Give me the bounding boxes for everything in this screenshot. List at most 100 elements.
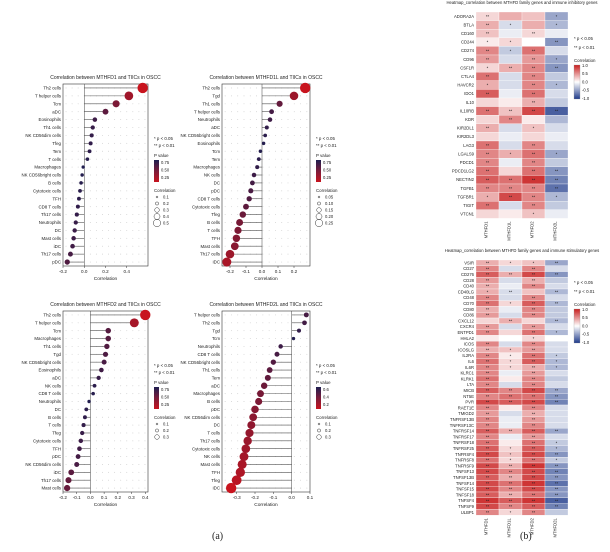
grid-dot — [300, 408, 302, 410]
row-label: ENTPD1 — [457, 330, 474, 335]
grid-dot — [144, 408, 146, 410]
grid-dot — [65, 198, 67, 200]
grid-dot — [132, 401, 134, 402]
grid-dot — [132, 385, 134, 387]
grid-dot — [300, 127, 302, 128]
grid-dot — [306, 245, 308, 247]
grid-dot — [293, 345, 295, 347]
grid-dot — [230, 424, 232, 426]
grid-dot — [138, 198, 140, 200]
grid-dot — [132, 190, 134, 192]
grid-dot — [256, 330, 258, 332]
grid-dot — [256, 353, 258, 355]
grid-dot — [138, 416, 140, 418]
grid-dot — [126, 330, 128, 332]
grid-dot — [144, 182, 146, 184]
lollipop-point — [78, 438, 84, 444]
significance-stars: ** — [555, 394, 559, 399]
grid-dot — [65, 408, 67, 410]
heatmap-cell — [544, 89, 569, 99]
grid-dot — [102, 401, 103, 402]
lollipop-point — [296, 328, 302, 333]
significance-stars: ** — [486, 469, 490, 474]
grid-dot — [224, 111, 226, 113]
grid-dot — [281, 158, 283, 160]
significance-stars: ** — [486, 126, 490, 131]
colorbar-tick: 0.0 — [582, 323, 588, 328]
row-label: RAET1E — [458, 405, 474, 410]
grid-dot — [95, 253, 97, 255]
grid-dot — [77, 95, 79, 97]
grid-dot — [120, 127, 122, 128]
grid-dot — [249, 369, 251, 371]
category-label: Cytotoxic cells — [33, 438, 62, 443]
heatmap-cell — [544, 335, 569, 342]
grid-dot — [249, 142, 251, 144]
significance-stars: ** — [532, 330, 536, 335]
row-label: KIR2DL3 — [457, 134, 475, 139]
heatmap-cell — [544, 370, 569, 377]
significance-stars: * — [510, 458, 512, 463]
size-legend-circle — [155, 201, 159, 206]
grid-dot — [71, 345, 73, 347]
grid-dot — [89, 206, 91, 208]
significance-stars: ** — [486, 371, 490, 376]
grid-dot — [144, 369, 146, 371]
grid-dot — [83, 369, 85, 371]
row-label: TNFSF13 — [456, 469, 475, 474]
grid-dot — [77, 150, 79, 152]
size-legend-label: 0.2 — [325, 428, 331, 433]
heatmap-cell — [544, 158, 569, 167]
grid-dot — [126, 190, 128, 192]
category-label: Tcm — [212, 149, 220, 154]
grid-dot — [120, 440, 122, 442]
grid-dot — [77, 87, 79, 89]
size-legend-circle — [153, 213, 161, 220]
grid-dot — [249, 174, 251, 176]
grid-dot — [77, 401, 79, 402]
grid-dot — [132, 150, 134, 152]
significance-stars: ** — [486, 394, 490, 399]
grid-dot — [132, 432, 134, 434]
grid-dot — [224, 87, 226, 89]
heatmap-cell — [498, 381, 523, 388]
grid-dot — [230, 456, 232, 458]
heatmap-cell — [498, 54, 523, 64]
grid-dot — [293, 487, 295, 489]
significance-stars: ** — [486, 91, 490, 96]
legend-sig-1: * p < 0.05 — [316, 363, 335, 368]
grid-dot — [306, 385, 308, 387]
row-label: IL10 — [466, 100, 475, 105]
grid-dot — [65, 158, 67, 160]
significance-stars: ** — [486, 278, 490, 283]
grid-dot — [114, 134, 116, 136]
grid-dot — [65, 401, 67, 402]
size-legend-label: 0.1 — [325, 422, 331, 427]
grid-dot — [249, 345, 251, 347]
category-label: Mast cells — [200, 462, 220, 467]
row-label: BTLA — [464, 22, 475, 27]
grid-dot — [120, 353, 122, 355]
grid-dot — [65, 103, 67, 105]
grid-dot — [126, 440, 128, 442]
colorbar-tick: -1.0 — [582, 96, 590, 101]
lollipop-point — [251, 172, 257, 178]
grid-dot — [132, 127, 134, 128]
grid-dot — [95, 393, 97, 395]
grid-dot — [71, 214, 73, 216]
category-label: NK CD56bright cells — [180, 133, 220, 138]
grid-dot — [120, 134, 122, 136]
significance-stars: ** — [532, 475, 536, 480]
grid-dot — [230, 166, 232, 168]
grid-dot — [224, 222, 226, 223]
grid-dot — [300, 214, 302, 216]
grid-dot — [144, 345, 146, 347]
heatmap-cell — [544, 375, 569, 382]
legend-sig-1: * p < 0.05 — [574, 36, 593, 41]
grid-dot — [306, 471, 308, 473]
grid-dot — [114, 253, 116, 255]
significance-stars: ** — [486, 313, 490, 318]
grid-dot — [77, 338, 79, 339]
significance-stars: ** — [486, 475, 490, 480]
grid-dot — [237, 385, 239, 387]
